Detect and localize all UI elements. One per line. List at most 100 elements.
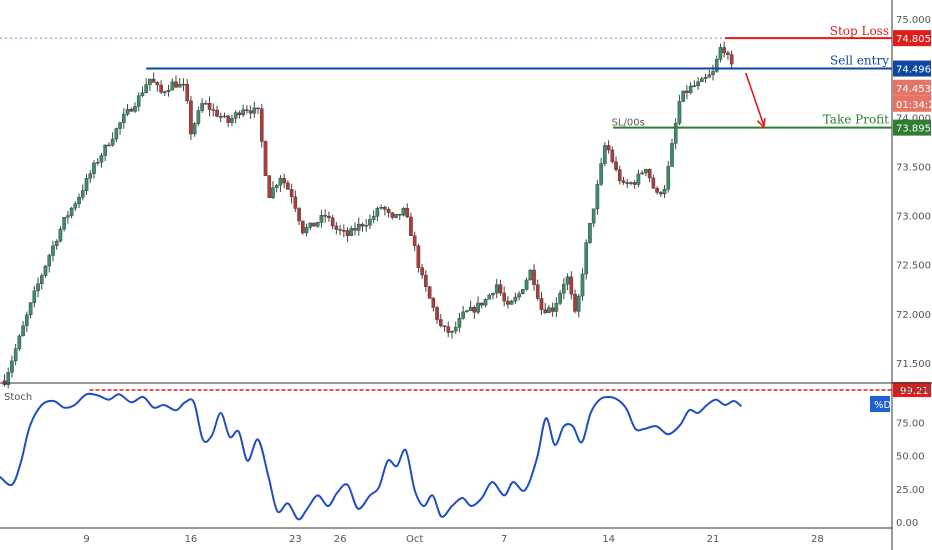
candle-up [140, 92, 145, 96]
candle-up [88, 173, 93, 179]
time-tick-label: 16 [185, 534, 198, 545]
candle-down [431, 298, 436, 308]
candle-down [286, 182, 290, 190]
candle-up [491, 293, 495, 296]
candle-down [297, 208, 301, 222]
candle-down [420, 267, 424, 276]
candle-up [375, 208, 380, 217]
candle-up [465, 310, 469, 313]
candle-down [617, 169, 622, 181]
candle-up [144, 84, 148, 93]
candle-up [39, 275, 44, 284]
candle-up [457, 318, 462, 328]
candle-down [647, 168, 652, 179]
candle-up [17, 335, 22, 349]
candle-up [476, 302, 480, 313]
candle-up [136, 95, 141, 107]
candle-up [304, 227, 309, 234]
candle-down [338, 229, 342, 231]
candle-up [714, 59, 719, 72]
candle-down [614, 161, 618, 170]
candle-down [655, 188, 659, 193]
candle-down [427, 286, 432, 299]
candle-down [226, 115, 231, 123]
take-profit-price-tag-bg [893, 119, 931, 136]
candle-up [66, 215, 70, 218]
candle-down [610, 149, 615, 162]
candle-down [416, 245, 421, 268]
candle-down [174, 81, 178, 88]
candle-down [625, 182, 630, 184]
candle-up [565, 276, 570, 285]
stoch-level-tag-bg [893, 382, 931, 398]
candle-down [543, 309, 547, 313]
candle-up [222, 115, 227, 118]
candle-up [110, 138, 115, 146]
candle-up [58, 228, 63, 242]
time-tick-label: 14 [602, 534, 615, 545]
price-pane[interactable] [2, 41, 734, 389]
candle-up [364, 225, 368, 227]
candle-up [591, 208, 596, 224]
candle-up [453, 327, 458, 332]
candles [2, 41, 734, 389]
candle-up [25, 314, 29, 326]
candle-down [215, 109, 219, 117]
candle-up [32, 290, 37, 304]
candle-down [573, 293, 577, 312]
stop-loss-price-tag-bg [893, 30, 931, 47]
candle-up [252, 107, 257, 114]
candle-up [349, 228, 354, 236]
candle-up [468, 306, 473, 311]
stop-loss-price-tag: 74.805 [896, 34, 931, 45]
candle-up [163, 91, 167, 94]
candle-up [521, 289, 525, 295]
candle-up [84, 178, 89, 191]
candle-down [301, 220, 305, 234]
candle-up [528, 269, 533, 281]
candle-down [658, 192, 663, 195]
time-tick-label: 21 [707, 534, 720, 545]
candle-up [6, 372, 11, 385]
overlays: Stop Loss Sell entry Take Profit SL/00s 74.8… [0, 24, 932, 136]
candle-down [323, 215, 327, 217]
candle-down [424, 274, 428, 287]
candle-down [107, 144, 111, 147]
candle-down [550, 307, 555, 312]
candle-up [77, 197, 81, 204]
candle-up [69, 207, 74, 216]
candle-up [666, 166, 671, 190]
stoch-legend-tag-bg [870, 396, 890, 412]
stochastic-pane[interactable]: Stoch 99.21 %D [0, 382, 931, 521]
candle-up [51, 245, 55, 256]
candle-up [230, 118, 234, 123]
trade-arrow-head [756, 118, 766, 129]
candle-down [293, 196, 298, 209]
stoch-d-line [0, 392, 742, 521]
candle-down [360, 223, 365, 227]
candle-up [696, 81, 700, 86]
time-tick-label: 28 [811, 534, 824, 545]
candle-down [651, 177, 656, 189]
stoch-tick-label: 25.00 [896, 485, 925, 496]
stoch-level-tag: 99.21 [900, 386, 929, 397]
candle-up [196, 110, 201, 124]
candle-up [92, 162, 96, 174]
candle-down [155, 82, 160, 86]
candle-down [189, 100, 193, 135]
time-tick-label: Oct [406, 534, 423, 545]
candle-up [554, 303, 559, 312]
candle-up [718, 47, 723, 60]
candle-up [278, 178, 283, 186]
candle-up [43, 265, 48, 276]
candle-down [248, 110, 253, 114]
candle-down [327, 215, 331, 219]
candle-up [644, 168, 648, 174]
candle-up [103, 144, 107, 156]
countdown-tag: 01:34:27 [896, 100, 932, 111]
candle-up [524, 279, 529, 290]
candle-down [539, 298, 544, 310]
candle-down [532, 269, 536, 285]
